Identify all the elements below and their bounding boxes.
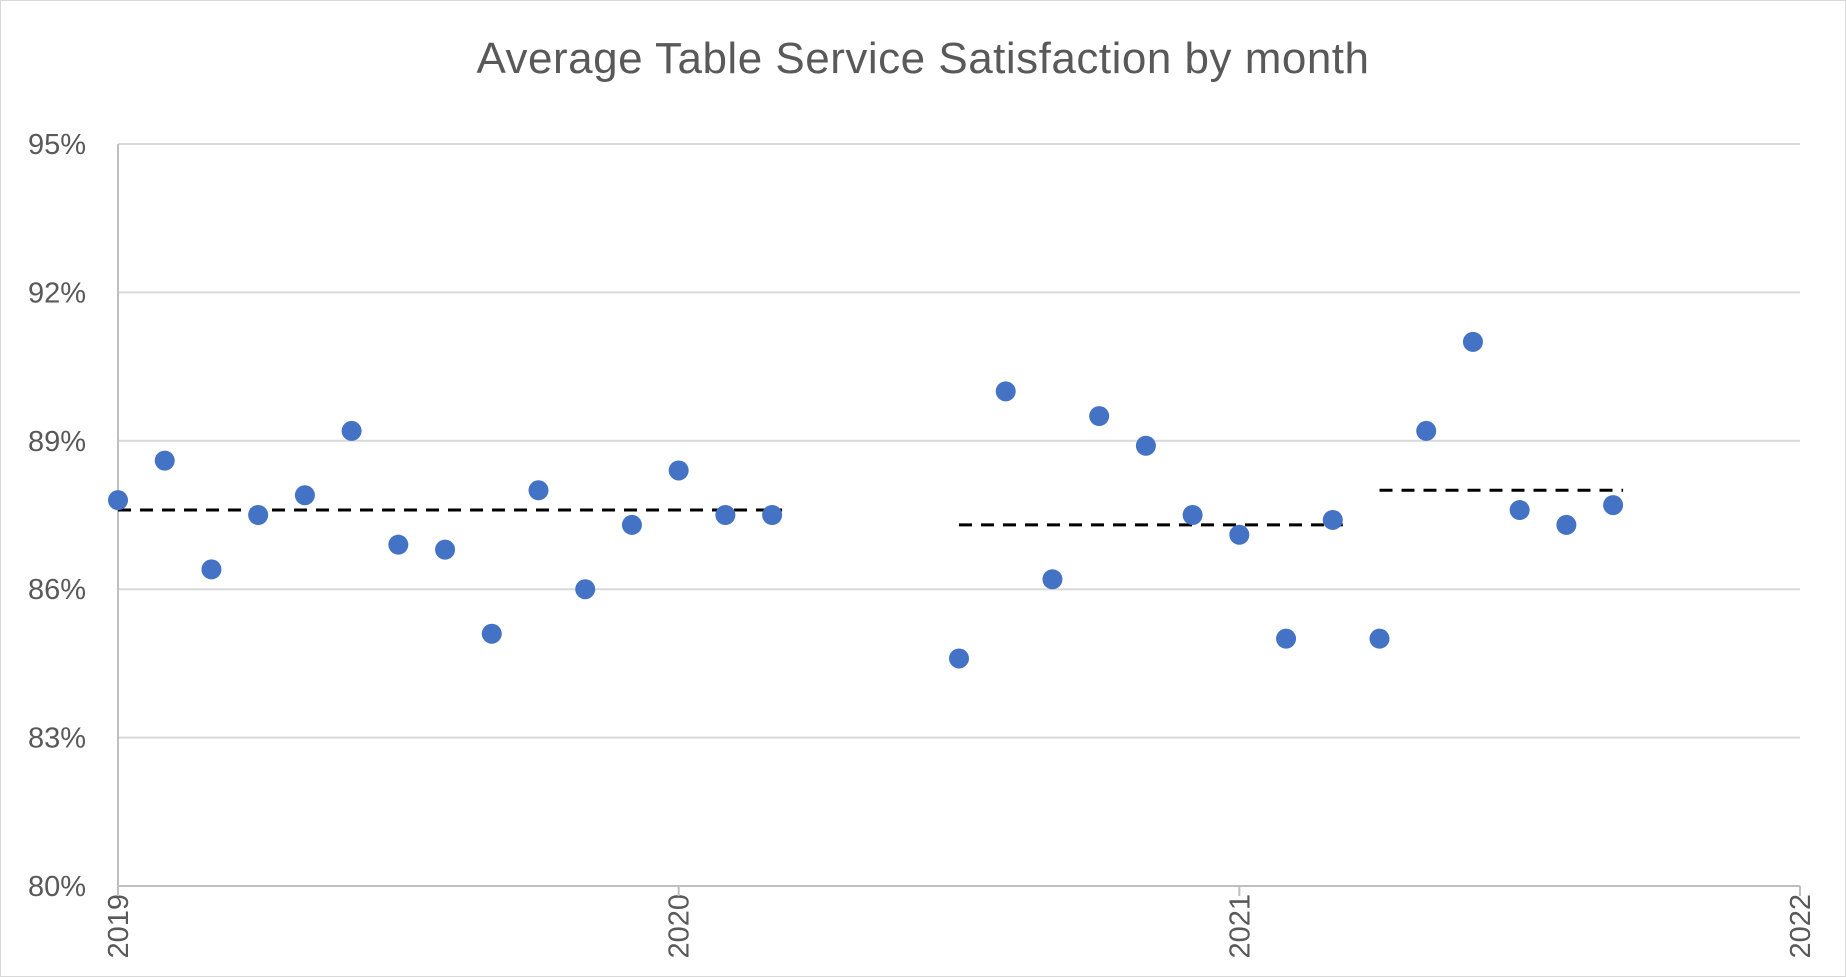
y-tick-label: 89% [28, 426, 86, 458]
y-tick-label: 83% [28, 723, 86, 755]
axes [117, 144, 1801, 896]
average-lines [118, 488, 1624, 527]
data-point [575, 579, 596, 600]
data-point [1556, 514, 1577, 535]
y-tick-label: 92% [28, 277, 86, 309]
data-point [668, 460, 689, 481]
data-points [108, 331, 1624, 669]
data-point [108, 490, 128, 511]
data-point [995, 381, 1016, 402]
data-point [528, 480, 549, 501]
data-point [248, 505, 269, 525]
data-point [294, 485, 315, 506]
y-tick-labels: 80% 83% 86% 89% 92% 95% [28, 129, 86, 903]
data-point [154, 450, 175, 471]
data-point [1462, 331, 1483, 352]
data-point [1276, 628, 1297, 649]
data-point [1416, 420, 1437, 441]
data-point [715, 505, 736, 525]
gridlines [118, 143, 1800, 887]
x-tick-label: 2020 [664, 894, 696, 959]
y-tick-label: 80% [28, 871, 86, 903]
data-point [1509, 500, 1530, 521]
y-tick-label: 86% [28, 574, 86, 606]
data-point [341, 420, 362, 441]
x-tick-label: 2022 [1785, 894, 1817, 959]
data-point [1322, 509, 1343, 530]
data-point [949, 648, 969, 669]
x-tick-label: 2019 [103, 894, 135, 959]
data-point [762, 505, 783, 525]
data-point [1042, 569, 1063, 590]
data-point [1603, 495, 1624, 516]
data-point [388, 534, 409, 555]
data-point [1135, 435, 1156, 456]
data-point [1369, 628, 1390, 649]
data-point [435, 539, 456, 560]
data-point [201, 559, 222, 580]
data-point [1089, 406, 1110, 427]
data-point [481, 623, 502, 644]
data-point [1229, 524, 1250, 545]
x-tick-labels: 2019 2020 2021 2022 [103, 894, 1817, 959]
chart-title: Average Table Service Satisfaction by mo… [476, 34, 1370, 83]
data-point [1182, 505, 1203, 525]
data-point [621, 514, 642, 535]
x-tick-label: 2021 [1224, 894, 1256, 959]
y-tick-label: 95% [28, 129, 86, 161]
